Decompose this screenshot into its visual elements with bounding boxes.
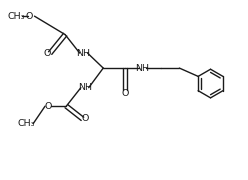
Text: NH: NH bbox=[135, 64, 150, 73]
Text: O: O bbox=[43, 49, 51, 58]
Text: NH: NH bbox=[78, 83, 92, 92]
Text: NH: NH bbox=[77, 49, 91, 58]
Text: O: O bbox=[26, 12, 33, 21]
Text: O: O bbox=[122, 89, 129, 98]
Text: CH₃: CH₃ bbox=[17, 119, 35, 128]
Text: O: O bbox=[44, 102, 52, 111]
Text: CH₃: CH₃ bbox=[8, 12, 26, 21]
Text: O: O bbox=[82, 114, 89, 123]
